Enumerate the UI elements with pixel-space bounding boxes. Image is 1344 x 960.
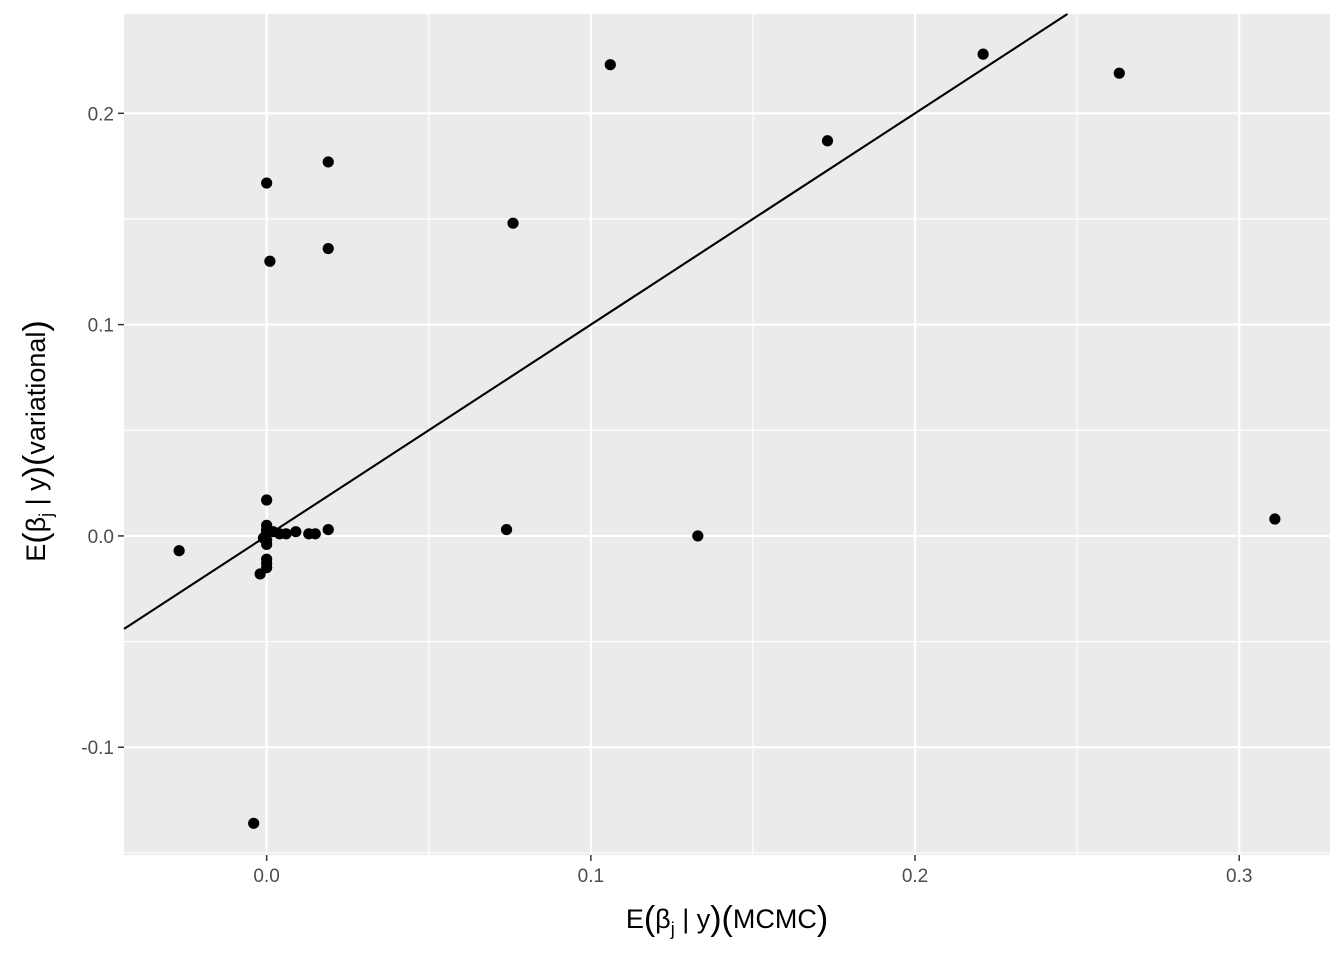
x-tick-label: 0.3 <box>1226 866 1252 887</box>
major-gridlines <box>124 14 1330 855</box>
data-points <box>173 48 1281 829</box>
data-point <box>977 48 989 60</box>
x-tick-label: 0.1 <box>578 866 604 887</box>
data-point <box>1113 67 1125 79</box>
data-point <box>692 530 704 542</box>
reference-line-group <box>123 13 1068 630</box>
data-point <box>173 545 185 557</box>
data-point <box>821 135 834 147</box>
data-point <box>322 523 334 536</box>
data-point <box>248 817 260 829</box>
data-point <box>309 528 321 540</box>
data-point <box>1269 513 1281 525</box>
x-axis-title: E(βj | y)(MCMC) <box>626 900 828 939</box>
y-tick-label: 0.2 <box>88 104 114 125</box>
y-axis: -0.1 0.0 0.1 0.2 <box>81 104 124 759</box>
data-point <box>264 255 276 267</box>
data-point <box>280 528 292 540</box>
x-axis: 0.0 0.1 0.2 0.3 <box>253 855 1252 887</box>
data-point <box>261 538 273 550</box>
reference-line <box>123 13 1068 630</box>
data-point <box>500 523 513 536</box>
data-point <box>604 59 616 71</box>
y-tick-label: -0.1 <box>81 738 114 759</box>
plot-panel <box>124 14 1330 855</box>
data-point <box>290 526 302 538</box>
x-tick-label: 0.2 <box>902 866 928 887</box>
data-point <box>322 242 334 255</box>
data-point <box>507 217 519 229</box>
minor-gridlines <box>124 14 1330 855</box>
data-point <box>322 156 334 168</box>
data-point <box>261 494 273 506</box>
data-point <box>261 562 273 574</box>
data-point <box>261 177 273 189</box>
x-tick-label: 0.0 <box>253 866 279 887</box>
y-tick-label: 0.1 <box>88 316 114 337</box>
y-axis-title: E(βj | y)(variational) <box>17 320 56 561</box>
y-tick-label: 0.0 <box>88 527 114 548</box>
